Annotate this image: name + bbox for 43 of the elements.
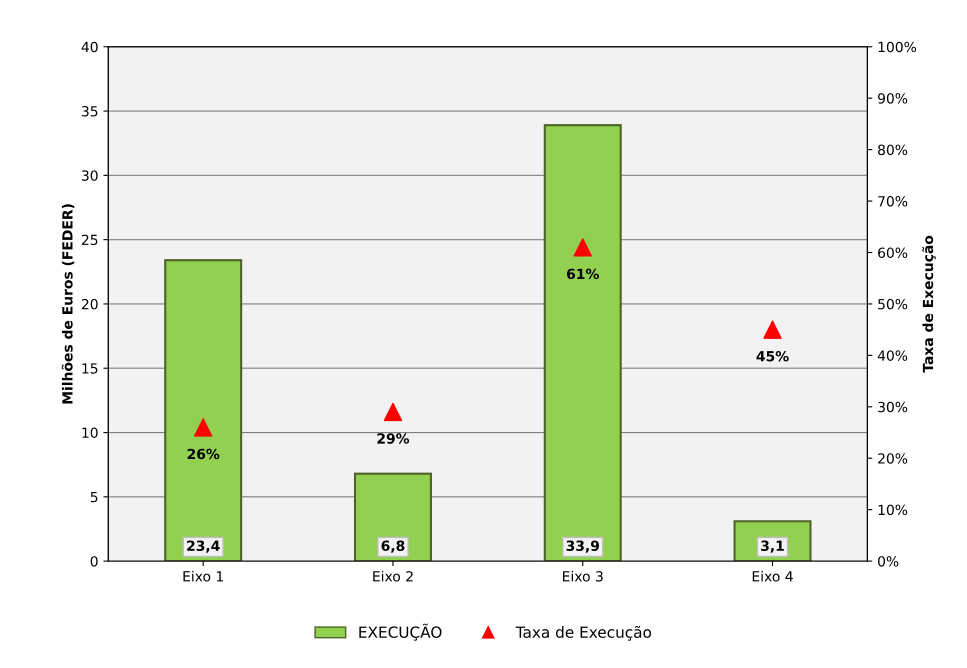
y-tick-label: 0 bbox=[90, 556, 98, 567]
y-axis-title: Milhões de Euros (FEDER) bbox=[62, 204, 74, 404]
x-tick-label: Eixo 1 bbox=[183, 570, 223, 582]
x-tick-label: Eixo 2 bbox=[373, 570, 413, 582]
y2-tick-label: 70% bbox=[878, 196, 908, 207]
y-tick-label: 5 bbox=[90, 492, 98, 502]
y2-tick-label: 80% bbox=[878, 144, 908, 156]
point bbox=[574, 238, 592, 257]
y-tick-label: 40 bbox=[82, 42, 98, 52]
bar bbox=[354, 472, 432, 562]
point bbox=[194, 418, 212, 437]
data-label: 29% bbox=[377, 433, 410, 444]
y2-tick-label: 50% bbox=[878, 298, 908, 310]
y2-tick-label: 10% bbox=[878, 504, 908, 516]
y-tick-label: 35 bbox=[82, 106, 98, 117]
legend-label: EXECUÇÃO bbox=[359, 624, 442, 641]
y2-tick-label: 20% bbox=[878, 453, 908, 464]
point bbox=[763, 320, 782, 339]
data-label: 6,8 bbox=[382, 540, 404, 553]
y2-tick-label: 90% bbox=[878, 93, 908, 104]
data-label: 61% bbox=[566, 268, 599, 280]
y2-tick-label: 40% bbox=[878, 350, 908, 361]
y-tick-label: 20 bbox=[82, 298, 98, 310]
y2-tick-label: 30% bbox=[878, 402, 908, 412]
y-tick-label: 15 bbox=[82, 363, 98, 374]
bar bbox=[544, 124, 622, 562]
y2-axis-title: Taxa de Execução bbox=[922, 236, 936, 373]
data-label: 26% bbox=[188, 448, 220, 460]
data-label: 33,9 bbox=[566, 540, 599, 553]
legend-label: Taxa de Execução bbox=[516, 626, 652, 641]
y2-tick-label: 0% bbox=[878, 556, 898, 567]
data-label: 3,1 bbox=[761, 540, 784, 553]
x-tick-label: Eixo 3 bbox=[563, 570, 603, 582]
bar bbox=[164, 259, 242, 562]
data-label: 45% bbox=[756, 350, 789, 362]
x-tick-label: Eixo 4 bbox=[752, 570, 793, 582]
data-label: 23,4 bbox=[187, 540, 220, 553]
y-tick-label: 10 bbox=[82, 428, 98, 438]
y2-tick-label: 60% bbox=[878, 247, 908, 258]
y-tick-label: 30 bbox=[82, 170, 98, 181]
y2-tick-label: 100% bbox=[878, 42, 916, 52]
point bbox=[384, 402, 402, 422]
y-tick-label: 25 bbox=[82, 234, 98, 246]
